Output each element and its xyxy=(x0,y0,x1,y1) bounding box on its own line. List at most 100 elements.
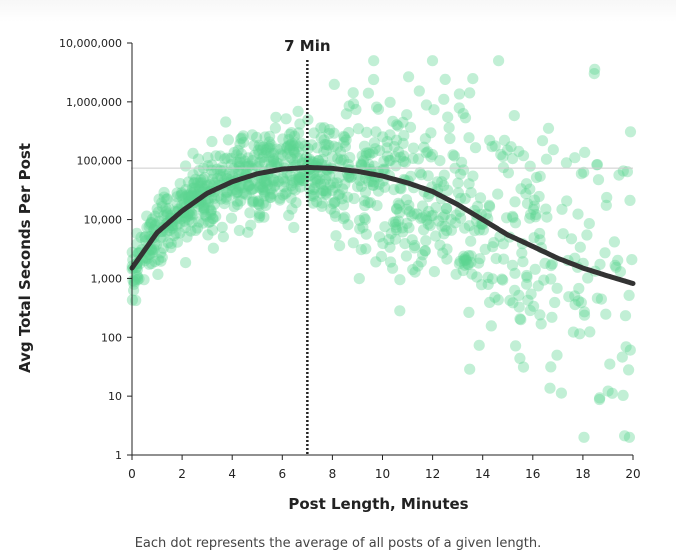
data-point xyxy=(242,226,254,238)
data-point xyxy=(190,183,202,195)
data-point xyxy=(524,160,536,172)
data-point xyxy=(593,393,606,406)
data-point xyxy=(285,151,297,163)
data-point xyxy=(168,229,180,242)
data-point xyxy=(153,193,165,205)
data-point xyxy=(428,104,440,116)
data-point xyxy=(479,243,491,255)
data-point xyxy=(339,178,351,190)
data-point xyxy=(363,147,375,159)
data-point xyxy=(220,187,232,199)
data-point xyxy=(162,237,174,249)
data-point xyxy=(194,177,206,189)
data-point xyxy=(393,146,405,158)
data-point xyxy=(324,179,336,191)
data-point xyxy=(418,141,430,153)
data-point xyxy=(406,210,418,222)
data-point xyxy=(419,245,431,257)
data-point xyxy=(459,222,471,234)
data-point xyxy=(177,193,189,205)
data-point xyxy=(265,139,277,151)
data-point xyxy=(392,197,404,209)
data-point xyxy=(340,134,352,146)
data-point xyxy=(362,87,374,99)
data-point xyxy=(155,247,167,259)
data-point xyxy=(328,127,340,139)
data-point xyxy=(404,121,417,133)
data-point xyxy=(161,208,174,220)
data-point xyxy=(430,230,442,242)
data-point xyxy=(289,147,301,159)
y-tick-label: 100,000 xyxy=(77,155,123,168)
data-point xyxy=(379,181,391,193)
data-point xyxy=(420,235,432,247)
data-point xyxy=(363,175,375,188)
data-point xyxy=(266,187,278,200)
data-point xyxy=(233,161,245,173)
data-point xyxy=(600,199,612,211)
data-point xyxy=(187,209,199,221)
data-point xyxy=(473,224,485,236)
data-point xyxy=(504,294,516,306)
data-point xyxy=(220,170,232,182)
data-point xyxy=(187,147,199,159)
data-point xyxy=(398,150,410,162)
data-point xyxy=(268,174,280,187)
data-point xyxy=(228,146,240,159)
data-point xyxy=(151,203,163,215)
data-point xyxy=(505,141,517,153)
data-point xyxy=(171,187,183,199)
data-point xyxy=(292,141,304,153)
data-point xyxy=(254,208,266,220)
data-point xyxy=(591,292,604,304)
data-point xyxy=(170,227,182,239)
data-point xyxy=(171,191,183,203)
data-point xyxy=(509,284,521,296)
data-point xyxy=(360,243,372,255)
data-point xyxy=(260,147,272,159)
data-point xyxy=(581,229,593,241)
data-point xyxy=(498,253,510,265)
data-point xyxy=(225,212,238,224)
data-point xyxy=(293,174,305,186)
data-point xyxy=(412,260,424,272)
data-point xyxy=(269,179,281,192)
data-point xyxy=(384,155,396,167)
data-point xyxy=(359,199,371,212)
data-point xyxy=(569,299,581,311)
data-point xyxy=(255,178,267,190)
data-point xyxy=(247,183,259,195)
data-point xyxy=(246,129,258,141)
data-point xyxy=(462,259,474,271)
data-point xyxy=(383,234,395,246)
data-point xyxy=(240,189,252,201)
data-point xyxy=(373,231,386,243)
data-point xyxy=(294,171,306,184)
data-point xyxy=(335,154,347,166)
data-point xyxy=(602,385,614,397)
data-point xyxy=(264,130,276,142)
scatter-chart: 1101001,00010,000100,0001,000,00010,000,… xyxy=(16,37,641,513)
data-point xyxy=(384,241,396,253)
data-point xyxy=(254,210,266,222)
data-point xyxy=(471,271,483,283)
data-point xyxy=(357,221,369,233)
data-point xyxy=(465,250,477,262)
data-point xyxy=(474,253,486,265)
data-point xyxy=(334,240,346,252)
data-point xyxy=(264,191,276,203)
data-point xyxy=(324,169,336,181)
data-point xyxy=(427,209,439,221)
data-point xyxy=(286,137,298,149)
data-point xyxy=(411,208,423,220)
data-point xyxy=(171,236,183,248)
data-point xyxy=(164,224,176,237)
data-point xyxy=(204,178,216,191)
data-point xyxy=(588,68,600,80)
data-point xyxy=(181,231,193,243)
data-point xyxy=(260,144,272,156)
data-point xyxy=(231,195,243,207)
data-point xyxy=(306,139,318,151)
data-point xyxy=(205,209,217,221)
data-point xyxy=(529,211,542,223)
